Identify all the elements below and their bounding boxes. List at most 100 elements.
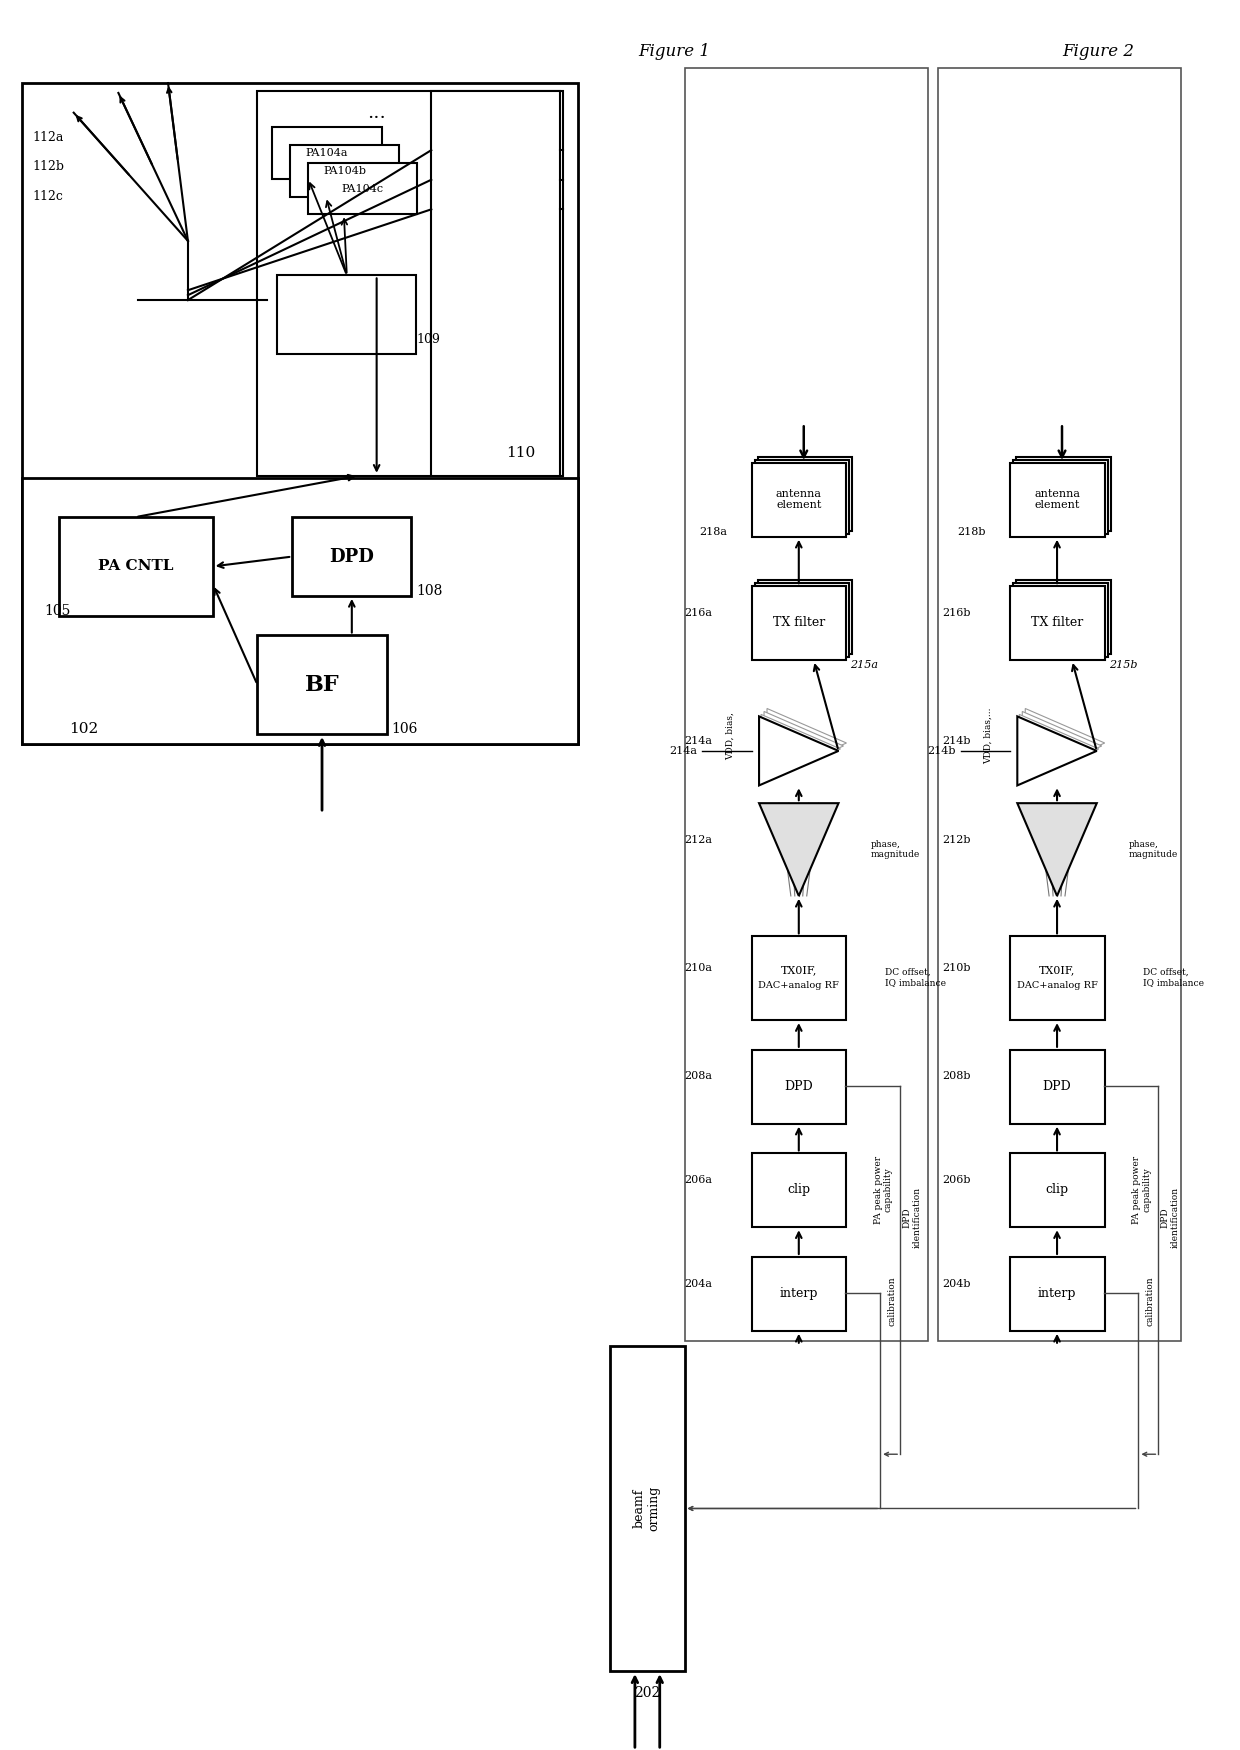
Polygon shape <box>1022 712 1102 780</box>
Text: PA peak power
capability: PA peak power capability <box>1132 1155 1151 1223</box>
Bar <box>753 1256 847 1332</box>
Bar <box>258 635 387 735</box>
Text: ...: ... <box>367 103 386 123</box>
Polygon shape <box>1019 714 1099 784</box>
Text: TX filter: TX filter <box>773 616 825 630</box>
Text: antenna
element: antenna element <box>1034 488 1080 511</box>
Bar <box>308 163 418 214</box>
Text: phase,
magnitude: phase, magnitude <box>870 840 920 859</box>
Bar <box>1011 462 1105 537</box>
Bar <box>753 1153 847 1227</box>
Bar <box>753 1050 847 1124</box>
Bar <box>1011 586 1105 660</box>
Polygon shape <box>759 803 838 896</box>
Text: 206a: 206a <box>684 1174 712 1185</box>
Bar <box>432 91 560 476</box>
Text: 210a: 210a <box>684 963 712 973</box>
Bar <box>755 460 849 534</box>
Text: 112c: 112c <box>32 191 63 203</box>
Text: 214a: 214a <box>670 746 697 756</box>
Bar <box>1017 457 1111 530</box>
Bar <box>293 516 412 597</box>
Text: interp: interp <box>1038 1286 1076 1300</box>
Text: PA peak power
capability: PA peak power capability <box>873 1155 893 1223</box>
Bar <box>273 128 382 178</box>
Text: 212b: 212b <box>942 835 971 845</box>
Bar <box>753 586 847 660</box>
Text: calibration: calibration <box>888 1276 897 1326</box>
Bar <box>755 583 849 658</box>
Text: 112a: 112a <box>32 131 63 144</box>
Text: DPD
identification: DPD identification <box>1161 1186 1180 1248</box>
Bar <box>937 68 1182 1340</box>
Text: 212a: 212a <box>684 835 712 845</box>
Bar <box>258 91 563 476</box>
Polygon shape <box>764 712 843 780</box>
Text: 215a: 215a <box>851 660 878 670</box>
Bar <box>1011 1153 1105 1227</box>
Text: 208b: 208b <box>942 1071 971 1082</box>
Text: interp: interp <box>780 1286 818 1300</box>
Bar <box>22 478 578 744</box>
Text: 206b: 206b <box>942 1174 971 1185</box>
Bar <box>290 145 399 196</box>
Text: 110: 110 <box>506 446 536 460</box>
Text: 214a: 214a <box>684 737 712 746</box>
Text: 208a: 208a <box>684 1071 712 1082</box>
Text: 109: 109 <box>417 332 440 346</box>
Text: 102: 102 <box>68 723 98 737</box>
Text: clip: clip <box>787 1183 811 1197</box>
Text: 216a: 216a <box>684 607 712 618</box>
Text: 202: 202 <box>634 1685 660 1699</box>
Bar <box>1011 936 1105 1020</box>
Text: 105: 105 <box>43 604 71 618</box>
Polygon shape <box>768 709 847 777</box>
Text: PA104c: PA104c <box>342 184 384 194</box>
Text: 214b: 214b <box>942 737 971 746</box>
Text: 218b: 218b <box>957 527 986 537</box>
Text: 108: 108 <box>417 584 443 598</box>
Text: VDD, bias,...: VDD, bias,... <box>985 707 993 765</box>
Bar <box>1011 1256 1105 1332</box>
Text: Figure 1: Figure 1 <box>637 44 709 60</box>
Text: clip: clip <box>1045 1183 1069 1197</box>
Text: DPD: DPD <box>1043 1080 1071 1092</box>
Polygon shape <box>759 716 838 786</box>
Bar <box>684 68 928 1340</box>
Polygon shape <box>1017 716 1096 786</box>
Text: DPD
identification: DPD identification <box>903 1186 921 1248</box>
Text: PA104a: PA104a <box>306 149 348 157</box>
Bar <box>1011 1050 1105 1124</box>
Text: 204a: 204a <box>684 1279 712 1288</box>
Text: TX filter: TX filter <box>1030 616 1084 630</box>
Bar <box>22 82 578 744</box>
Text: 106: 106 <box>392 723 418 737</box>
Polygon shape <box>761 714 841 784</box>
Text: PA104b: PA104b <box>324 166 366 175</box>
Text: 214b: 214b <box>928 746 956 756</box>
Text: 216b: 216b <box>942 607 971 618</box>
Bar <box>758 457 852 530</box>
Bar <box>1017 581 1111 654</box>
Text: 218a: 218a <box>699 527 728 537</box>
Text: Figure 2: Figure 2 <box>1061 44 1135 60</box>
Text: PA: PA <box>799 744 815 758</box>
Text: DPD: DPD <box>785 1080 813 1092</box>
Text: DC offset,
IQ imbalance: DC offset, IQ imbalance <box>885 968 946 987</box>
Bar <box>753 462 847 537</box>
Bar <box>1013 583 1107 658</box>
Bar <box>753 936 847 1020</box>
Text: 210b: 210b <box>942 963 971 973</box>
Polygon shape <box>1017 803 1096 896</box>
Bar <box>1013 460 1107 534</box>
Text: 204b: 204b <box>942 1279 971 1288</box>
Text: TX0IF,: TX0IF, <box>1039 964 1075 975</box>
Polygon shape <box>1025 709 1105 777</box>
Text: DAC+analog RF: DAC+analog RF <box>759 982 839 990</box>
Text: PA CNTL: PA CNTL <box>98 560 174 574</box>
Text: TX0IF,: TX0IF, <box>781 964 817 975</box>
Text: VDD, bias,: VDD, bias, <box>725 712 735 760</box>
Text: PA: PA <box>1056 744 1073 758</box>
Text: beamf
orming: beamf orming <box>632 1486 661 1531</box>
Text: DPD: DPD <box>330 548 374 565</box>
